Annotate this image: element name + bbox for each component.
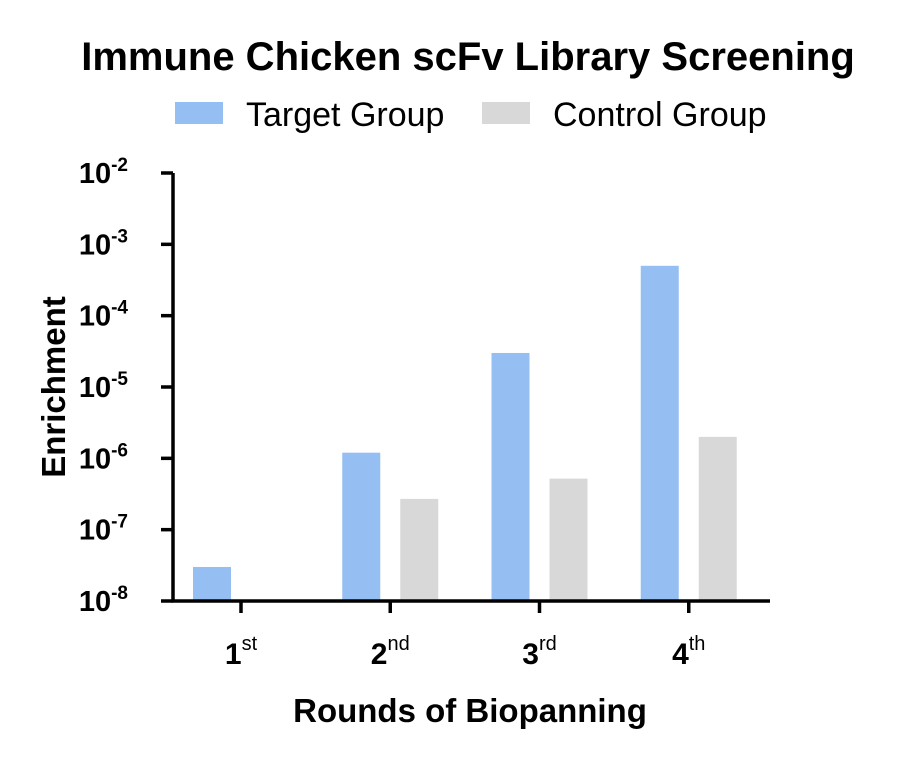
- y-tick-label: 10-8: [79, 583, 128, 618]
- bar-control-group: [400, 498, 439, 601]
- y-tick-label: 10-5: [79, 369, 129, 404]
- y-axis-title: Enrichment: [35, 296, 72, 478]
- bar-control-group: [549, 478, 588, 601]
- y-axis-ticks: 10-8 10-7 10-6 10-5 10-4 10-3 10-2: [79, 155, 173, 618]
- bar-target-group: [193, 566, 231, 601]
- y-tick-label: 10-6: [79, 440, 128, 475]
- x-tick-label: 4th: [672, 633, 705, 671]
- legend-swatch-control-group: [482, 102, 530, 124]
- bar-target-group: [342, 452, 381, 601]
- x-tick-label: 3rd: [522, 633, 556, 671]
- bars-group: [193, 265, 737, 601]
- y-tick-label: 10-3: [79, 226, 128, 261]
- bar-control-group: [698, 436, 737, 601]
- legend-swatch-target-group: [175, 102, 223, 124]
- chart-title: Immune Chicken scFv Library Screening: [81, 35, 855, 79]
- bar-target-group: [640, 265, 679, 601]
- x-tick-label: 2nd: [371, 633, 410, 671]
- y-tick-label: 10-4: [79, 298, 129, 333]
- x-axis-title: Rounds of Biopanning: [293, 692, 647, 729]
- y-tick-label: 10-2: [79, 155, 128, 190]
- x-tick-label: 1st: [225, 633, 258, 671]
- legend-label-control-group: Control Group: [553, 96, 767, 134]
- legend-label-target-group: Target Group: [246, 96, 444, 134]
- legend: Target Group Control Group: [175, 96, 767, 134]
- bar-target-group: [491, 352, 530, 601]
- x-axis-ticks: 1st 2nd 3rd 4th: [225, 601, 705, 671]
- y-tick-label: 10-7: [79, 512, 128, 547]
